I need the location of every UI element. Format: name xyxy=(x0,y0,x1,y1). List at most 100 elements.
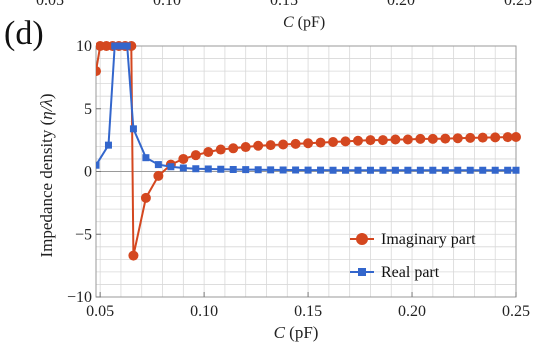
series-imaginary-part xyxy=(96,41,521,261)
y-axis-title-suffix: ) xyxy=(37,93,56,99)
data-point-real-part xyxy=(354,166,362,174)
legend: Imaginary part Real part xyxy=(350,231,476,281)
data-point-imaginary-part xyxy=(96,66,101,77)
data-point-real-part xyxy=(366,166,374,174)
data-point-imaginary-part xyxy=(278,139,289,150)
y-tick-label: 0 xyxy=(84,164,92,181)
x-tick-label: 0.05 xyxy=(86,303,114,320)
data-point-real-part xyxy=(142,154,150,162)
data-point-real-part xyxy=(129,125,137,133)
legend-label-real-part: Real part xyxy=(381,264,440,281)
panel-label: (d) xyxy=(4,15,44,52)
x-tick-label: 0.15 xyxy=(294,303,322,320)
x-tick-label: 0.10 xyxy=(190,303,218,320)
data-point-real-part xyxy=(279,166,287,174)
x-axis-title: C (pF) xyxy=(274,323,319,342)
series-line-real-part xyxy=(96,45,516,172)
data-point-real-part xyxy=(192,165,200,173)
data-point-real-part xyxy=(267,166,275,174)
data-point-real-part xyxy=(329,166,337,174)
data-point-imaginary-part xyxy=(265,140,276,151)
data-point-real-part xyxy=(466,166,474,174)
data-point-imaginary-part xyxy=(502,132,513,143)
data-point-real-part xyxy=(96,161,100,169)
top-tick-label: 0.25 xyxy=(504,0,532,9)
top-axis-fragment: 0.05 0.10 0.15 0.20 0.25 xyxy=(36,0,532,9)
data-point-imaginary-part xyxy=(303,138,314,149)
x-axis-title-var: C xyxy=(274,323,286,342)
data-point-imaginary-part xyxy=(477,132,488,143)
data-point-real-part xyxy=(504,166,512,174)
top-tick-label: 0.20 xyxy=(387,0,415,9)
y-tick-label: 10 xyxy=(76,38,92,55)
data-point-imaginary-part xyxy=(415,133,426,144)
y-tick-label: 5 xyxy=(84,101,92,118)
y-tick-labels: −10 −5 0 5 10 xyxy=(67,38,101,306)
legend-label-imaginary-part: Imaginary part xyxy=(381,231,476,248)
data-point-imaginary-part xyxy=(128,250,139,261)
data-point-imaginary-part xyxy=(190,150,201,161)
data-point-real-part xyxy=(229,165,237,173)
data-point-real-part xyxy=(204,165,212,173)
y-axis-title-prefix: Impedance density ( xyxy=(37,119,56,257)
data-point-real-part xyxy=(479,166,487,174)
data-point-real-part xyxy=(441,166,449,174)
data-point-imaginary-part xyxy=(390,134,401,145)
series-real-part xyxy=(96,42,520,174)
legend-marker-imaginary-part xyxy=(356,233,368,245)
data-point-imaginary-part xyxy=(178,153,189,164)
top-tick-label: 0.10 xyxy=(153,0,181,9)
data-point-real-part xyxy=(179,164,187,172)
data-point-real-part xyxy=(379,166,387,174)
data-point-imaginary-part xyxy=(290,138,301,149)
data-point-imaginary-part xyxy=(153,170,164,181)
top-tick-label: 0.05 xyxy=(36,0,64,9)
data-point-imaginary-part xyxy=(253,140,264,151)
top-axis-title-var: C xyxy=(283,14,294,31)
data-point-real-part xyxy=(512,166,520,174)
data-point-real-part xyxy=(304,166,312,174)
data-point-real-part xyxy=(416,166,424,174)
top-tick-label: 0.15 xyxy=(270,0,298,9)
data-point-real-part xyxy=(217,165,225,173)
data-point-real-part xyxy=(104,141,112,149)
data-point-imaginary-part xyxy=(340,136,351,147)
data-point-imaginary-part xyxy=(402,134,413,145)
x-tick-label: 0.25 xyxy=(502,303,530,320)
x-tick-labels: 0.05 0.10 0.15 0.20 0.25 xyxy=(86,292,530,320)
data-point-imaginary-part xyxy=(465,132,476,143)
data-point-imaginary-part xyxy=(140,192,151,203)
data-point-real-part xyxy=(404,166,412,174)
data-point-real-part xyxy=(154,161,162,169)
top-axis-title-unit: (pF) xyxy=(294,14,326,31)
data-point-imaginary-part xyxy=(511,131,521,142)
data-point-real-part xyxy=(167,163,175,171)
y-tick-label: −5 xyxy=(75,226,92,243)
data-point-imaginary-part xyxy=(352,135,363,146)
data-point-real-part xyxy=(342,166,350,174)
x-tick-label: 0.20 xyxy=(398,303,426,320)
data-point-imaginary-part xyxy=(228,143,239,154)
data-point-real-part xyxy=(117,42,125,50)
data-point-imaginary-part xyxy=(203,147,214,158)
data-point-real-part xyxy=(254,166,262,174)
data-point-real-part xyxy=(317,166,325,174)
data-point-real-part xyxy=(491,166,499,174)
y-axis-title: Impedance density (η/λ) xyxy=(37,93,56,257)
data-point-real-part xyxy=(429,166,437,174)
legend-marker-real-part xyxy=(358,268,366,276)
x-axis-title-unit: (pF) xyxy=(285,323,319,342)
data-point-imaginary-part xyxy=(240,142,251,153)
data-point-real-part xyxy=(292,166,300,174)
data-point-imaginary-part xyxy=(215,144,226,155)
data-point-imaginary-part xyxy=(452,133,463,144)
data-point-imaginary-part xyxy=(427,133,438,144)
series-line-imaginary-part xyxy=(96,45,517,256)
data-point-real-part xyxy=(123,42,131,50)
data-point-real-part xyxy=(391,166,399,174)
series-layer xyxy=(96,41,521,261)
data-point-imaginary-part xyxy=(328,137,339,148)
data-point-imaginary-part xyxy=(315,137,326,148)
data-point-real-part xyxy=(454,166,462,174)
